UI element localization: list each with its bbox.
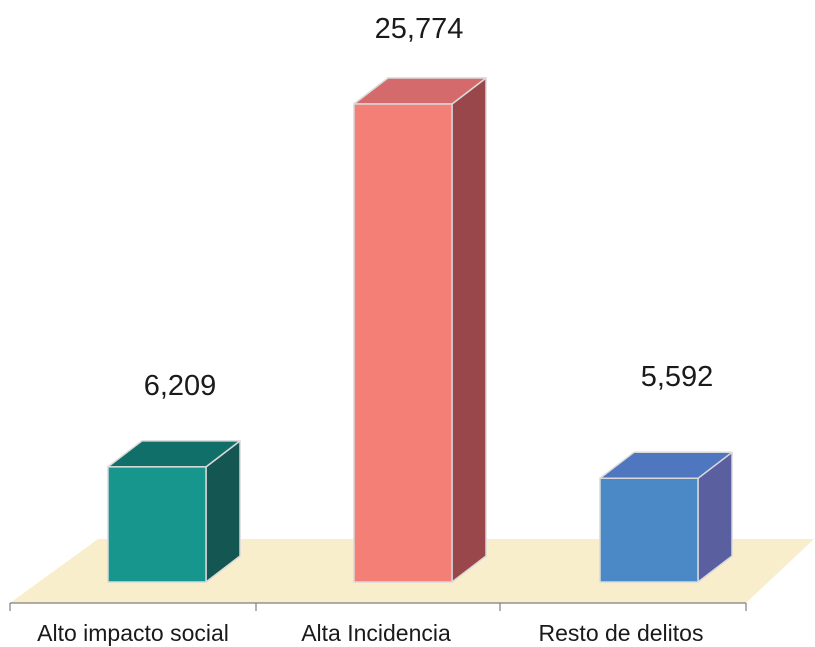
value-label-0: 6,209 bbox=[144, 370, 217, 402]
value-label-2: 5,592 bbox=[641, 361, 714, 393]
bar-2 bbox=[599, 451, 733, 583]
bars-group bbox=[107, 77, 733, 583]
value-label-1: 25,774 bbox=[375, 13, 464, 45]
category-label-2: Resto de delitos bbox=[539, 620, 704, 646]
bar-1-front bbox=[353, 103, 453, 583]
bar-0 bbox=[107, 440, 241, 583]
bar-1-side bbox=[451, 77, 487, 583]
bar-2-front bbox=[599, 477, 699, 583]
bar-1 bbox=[353, 77, 487, 583]
x-axis bbox=[9, 602, 747, 611]
category-label-0: Alto impacto social bbox=[37, 620, 229, 646]
category-label-1: Alta Incidencia bbox=[301, 620, 451, 646]
bar-0-front bbox=[107, 466, 207, 583]
